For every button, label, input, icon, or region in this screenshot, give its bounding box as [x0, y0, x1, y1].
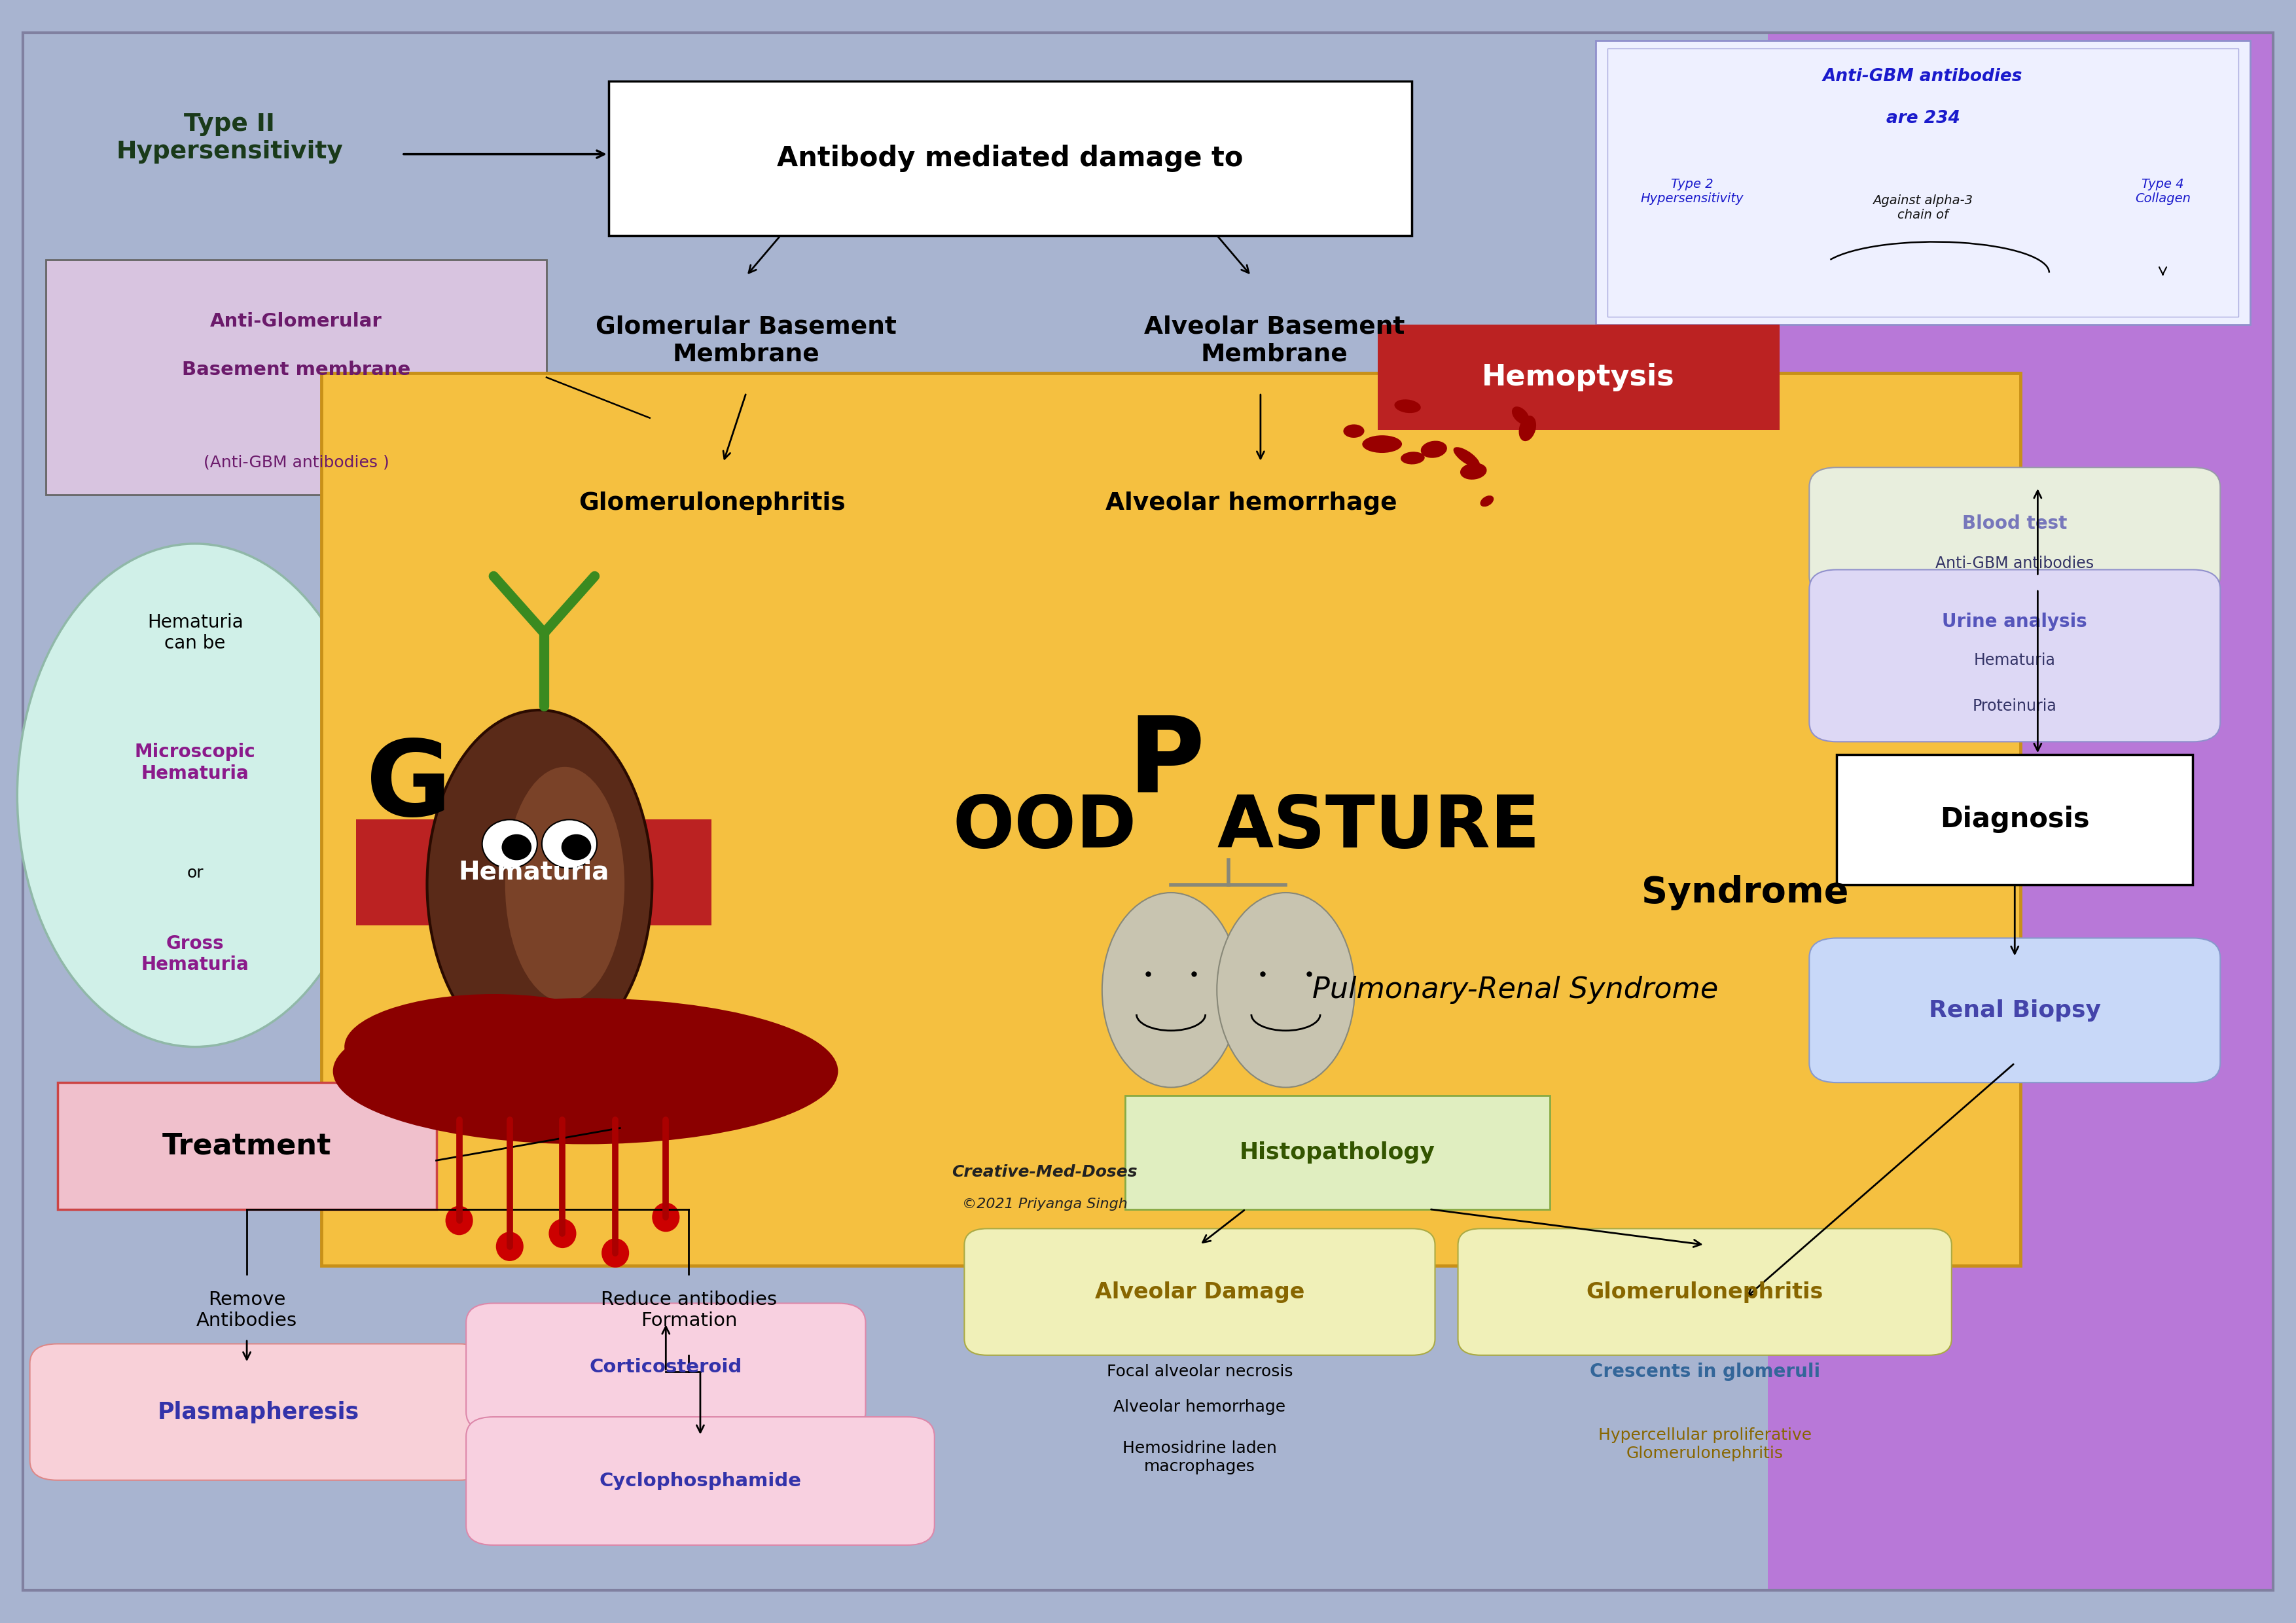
- FancyBboxPatch shape: [466, 1417, 934, 1545]
- Ellipse shape: [1343, 424, 1364, 438]
- FancyBboxPatch shape: [1809, 938, 2220, 1083]
- Text: Alveolar Basement
Membrane: Alveolar Basement Membrane: [1143, 315, 1405, 367]
- Ellipse shape: [542, 820, 597, 868]
- Text: OOD: OOD: [953, 792, 1137, 863]
- Ellipse shape: [1401, 451, 1426, 464]
- Text: Anti-Glomerular: Anti-Glomerular: [211, 312, 381, 331]
- Text: Alveolar hemorrhage: Alveolar hemorrhage: [1104, 492, 1398, 514]
- FancyBboxPatch shape: [964, 1229, 1435, 1355]
- Text: Reduce antibodies
Formation: Reduce antibodies Formation: [602, 1290, 776, 1329]
- Text: (Anti-GBM antibodies ): (Anti-GBM antibodies ): [204, 454, 388, 471]
- Ellipse shape: [505, 768, 625, 1001]
- Text: Basement membrane: Basement membrane: [181, 360, 411, 380]
- Ellipse shape: [1481, 495, 1495, 506]
- Text: Gross
Hematuria: Gross Hematuria: [142, 935, 248, 974]
- Text: Focal alveolar necrosis: Focal alveolar necrosis: [1107, 1363, 1293, 1380]
- Text: G: G: [365, 737, 452, 837]
- Bar: [57, 1083, 436, 1209]
- Text: Renal Biopsy: Renal Biopsy: [1929, 1000, 2101, 1021]
- Bar: [1768, 32, 2273, 1591]
- Text: Histopathology: Histopathology: [1240, 1141, 1435, 1164]
- Ellipse shape: [496, 1232, 523, 1261]
- Text: ©2021 Priyanga Singh: ©2021 Priyanga Singh: [962, 1198, 1127, 1211]
- Ellipse shape: [1511, 406, 1529, 424]
- Text: Anti-GBM antibodies: Anti-GBM antibodies: [1936, 555, 2094, 571]
- Text: Type 4
Collagen: Type 4 Collagen: [2135, 179, 2190, 204]
- Text: Hemoptysis: Hemoptysis: [1481, 364, 1676, 391]
- Text: Urine analysis: Urine analysis: [1942, 612, 2087, 631]
- FancyBboxPatch shape: [1809, 570, 2220, 742]
- Text: Remove
Antibodies: Remove Antibodies: [197, 1290, 296, 1329]
- Text: Anti-GBM antibodies: Anti-GBM antibodies: [1823, 68, 2023, 84]
- Text: Hematuria: Hematuria: [459, 860, 608, 885]
- Text: Corticosteroid: Corticosteroid: [590, 1358, 742, 1376]
- Text: Treatment: Treatment: [163, 1131, 331, 1160]
- Text: Type II
Hypersensitivity: Type II Hypersensitivity: [117, 112, 342, 164]
- Ellipse shape: [1362, 435, 1403, 453]
- Text: Cyclophosphamide: Cyclophosphamide: [599, 1472, 801, 1490]
- Bar: [1378, 325, 1779, 430]
- Text: Hypercellular proliferative
Glomerulonephritis: Hypercellular proliferative Glomerulonep…: [1598, 1428, 1812, 1461]
- Text: are 234: are 234: [1885, 110, 1961, 127]
- Text: Pulmonary-Renal Syndrome: Pulmonary-Renal Syndrome: [1313, 975, 1717, 1005]
- Text: Plasmapheresis: Plasmapheresis: [158, 1401, 358, 1423]
- Text: Hematuria: Hematuria: [1975, 652, 2055, 669]
- Ellipse shape: [1518, 415, 1536, 441]
- Text: ASTURE: ASTURE: [1217, 792, 1541, 863]
- Ellipse shape: [1102, 893, 1240, 1087]
- FancyBboxPatch shape: [1809, 467, 2220, 596]
- Text: P: P: [1127, 712, 1205, 813]
- Text: Glomerulonephritis: Glomerulonephritis: [579, 492, 845, 514]
- Bar: [1125, 1096, 1550, 1209]
- FancyBboxPatch shape: [30, 1344, 487, 1480]
- Text: Diagnosis: Diagnosis: [1940, 807, 2089, 833]
- Ellipse shape: [560, 834, 592, 860]
- Text: Alveolar hemorrhage: Alveolar hemorrhage: [1114, 1399, 1286, 1415]
- Text: Alveolar Damage: Alveolar Damage: [1095, 1281, 1304, 1303]
- Text: or: or: [186, 865, 204, 881]
- Text: Syndrome: Syndrome: [1642, 875, 1848, 911]
- Bar: [608, 81, 1412, 235]
- FancyBboxPatch shape: [466, 1303, 866, 1431]
- Ellipse shape: [445, 1206, 473, 1235]
- Ellipse shape: [482, 820, 537, 868]
- Text: Hemosidrine laden
macrophages: Hemosidrine laden macrophages: [1123, 1441, 1277, 1474]
- Bar: [1837, 755, 2193, 885]
- Text: Glomerular Basement
Membrane: Glomerular Basement Membrane: [595, 315, 898, 367]
- Text: Hematuria
can be: Hematuria can be: [147, 613, 243, 652]
- Bar: [1607, 49, 2239, 316]
- Ellipse shape: [602, 1238, 629, 1268]
- Ellipse shape: [1421, 441, 1446, 458]
- Ellipse shape: [652, 1203, 680, 1232]
- Ellipse shape: [333, 998, 838, 1144]
- Text: Crescents in glomeruli: Crescents in glomeruli: [1589, 1362, 1821, 1381]
- Ellipse shape: [18, 544, 372, 1047]
- Text: Type 2
Hypersensitivity: Type 2 Hypersensitivity: [1642, 179, 1743, 204]
- Bar: [46, 260, 546, 495]
- Bar: [356, 820, 712, 925]
- Text: Antibody mediated damage to: Antibody mediated damage to: [776, 144, 1244, 172]
- Text: Proteinuria: Proteinuria: [1972, 698, 2057, 714]
- Text: Glomerulonephritis: Glomerulonephritis: [1587, 1281, 1823, 1303]
- Text: Blood test: Blood test: [1963, 514, 2066, 532]
- Text: Against alpha-3
chain of: Against alpha-3 chain of: [1874, 195, 1972, 221]
- Ellipse shape: [1394, 399, 1421, 412]
- FancyBboxPatch shape: [1458, 1229, 1952, 1355]
- Ellipse shape: [501, 834, 533, 860]
- Ellipse shape: [549, 1219, 576, 1248]
- Ellipse shape: [1453, 446, 1481, 467]
- Ellipse shape: [1460, 463, 1488, 479]
- Ellipse shape: [1217, 893, 1355, 1087]
- Bar: [321, 373, 2020, 1266]
- Bar: [1596, 41, 2250, 325]
- Ellipse shape: [344, 993, 643, 1100]
- Text: Creative-Med-Doses: Creative-Med-Doses: [953, 1164, 1137, 1180]
- Text: Microscopic
Hematuria: Microscopic Hematuria: [135, 743, 255, 782]
- Ellipse shape: [427, 711, 652, 1058]
